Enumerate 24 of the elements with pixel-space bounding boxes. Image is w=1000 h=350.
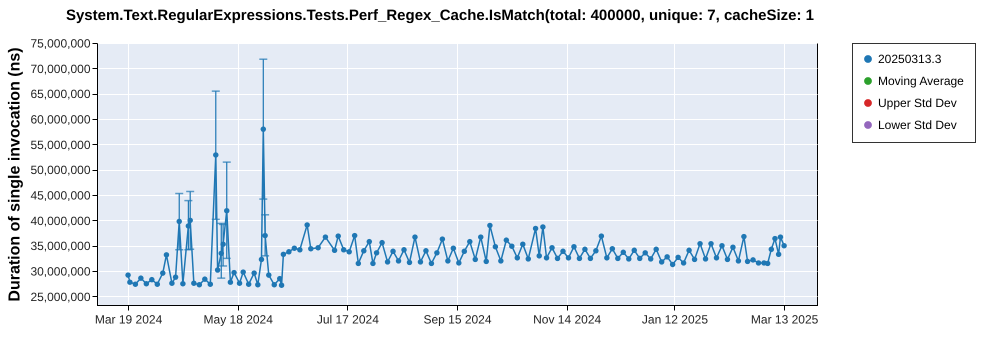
y-tick-label: 55,000,000 <box>30 138 91 152</box>
y-tick-label: 60,000,000 <box>30 112 91 127</box>
x-tick-label: Sep 15 2024 <box>423 312 492 326</box>
x-tick-label: Jan 12 2025 <box>642 312 708 326</box>
x-tick-label: Jul 17 2024 <box>316 312 380 326</box>
chart-title: System.Text.RegularExpressions.Tests.Perf_Regex_Cache.IsMatch(total: 400000, unique: 7, cacheSize: 1 <box>66 7 814 24</box>
y-axis-title: Duration of single invocation (ns) <box>6 47 24 302</box>
legend-label: Lower Std Dev <box>878 118 957 132</box>
x-tick-label: Nov 14 2024 <box>533 312 602 326</box>
y-tick-label: 40,000,000 <box>30 214 91 228</box>
y-tick-label: 35,000,000 <box>30 239 91 254</box>
y-tick-label: 65,000,000 <box>30 87 91 102</box>
x-tick-label: May 18 2024 <box>204 312 274 326</box>
legend-label: Moving Average <box>878 74 964 88</box>
legend-label: 20250313.3 <box>878 52 942 66</box>
y-tick-label: 50,000,000 <box>30 163 91 178</box>
x-tick-label: Mar 19 2024 <box>94 312 163 326</box>
legend-label: Upper Std Dev <box>878 96 957 110</box>
y-tick-label: 75,000,000 <box>30 36 91 50</box>
y-tick-label: 30,000,000 <box>30 264 91 279</box>
y-tick-label: 45,000,000 <box>30 188 91 203</box>
y-tick-label: 70,000,000 <box>30 62 91 76</box>
x-tick-label: Mar 13 2025 <box>750 312 819 326</box>
y-tick-label: 25,000,000 <box>30 290 91 304</box>
